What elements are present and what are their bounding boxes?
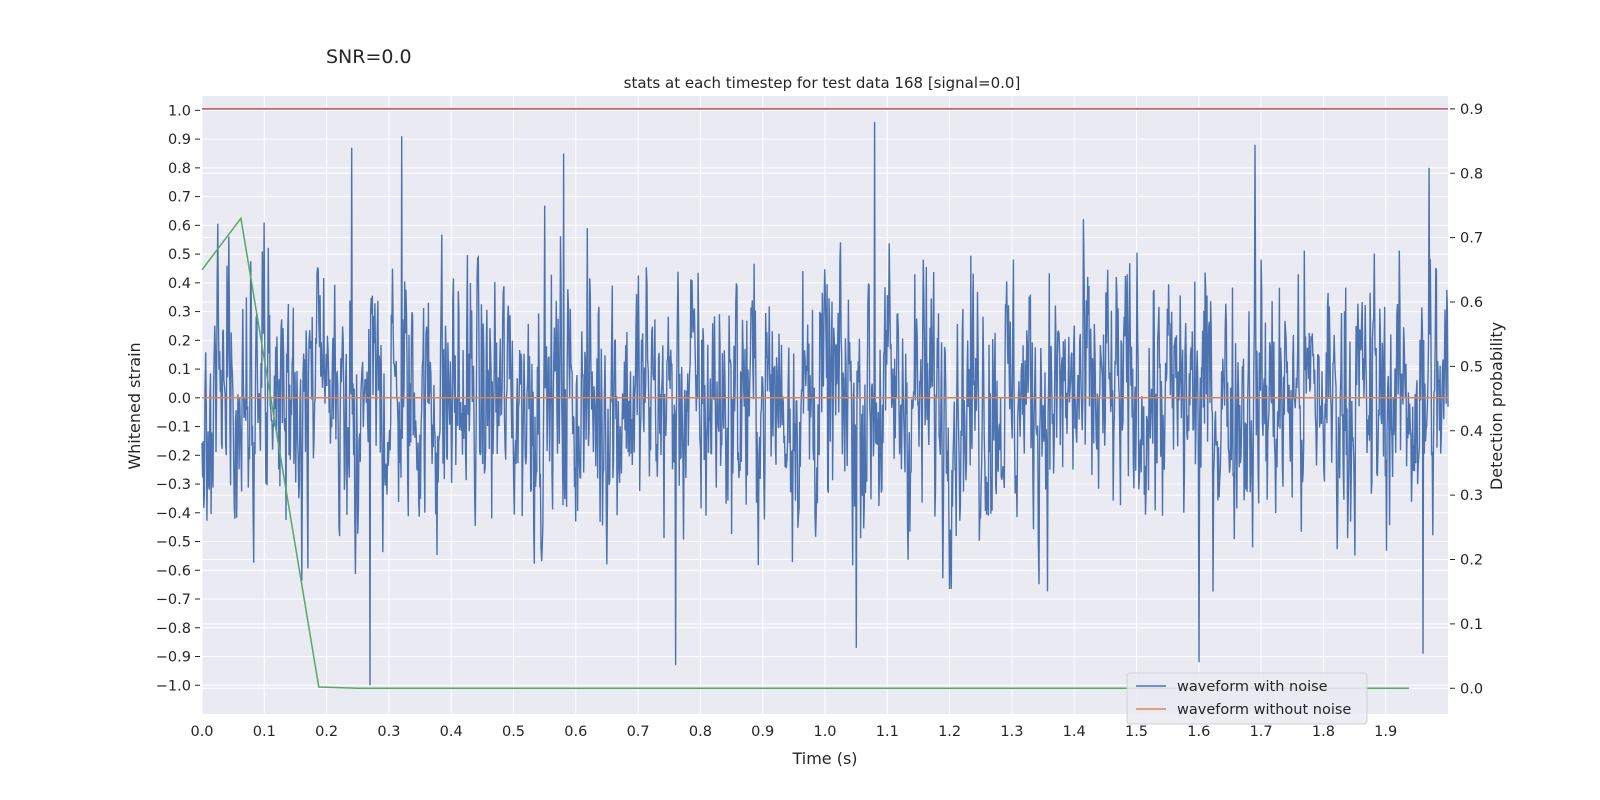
x-tick-label: 0.8 [689,724,712,740]
x-tick-label: 0.6 [564,724,587,740]
y-tick-label: 0.1 [168,362,191,378]
y-tick-label: −0.2 [156,448,191,464]
y-tick-label: 0.9 [168,132,191,148]
y-tick-label: −0.7 [156,592,191,608]
y-tick-label: −1.0 [156,678,191,694]
y-tick-label: 0.3 [168,305,191,321]
x-tick-label: 0.9 [751,724,774,740]
y-tick-label: 0.8 [168,161,191,177]
x-tick-label: 1.6 [1187,724,1210,740]
x-axis-label: Time (s) [791,749,857,768]
x-tick-label: 1.8 [1312,724,1335,740]
legend-label-noise: waveform with noise [1177,679,1328,695]
y-axis-left-ticks: 1.0 0.9 0.8 0.7 0.6 0.5 0.4 0.3 0.2 0.1 0.0 −0.1 −0.… [156,103,200,694]
y-tick-label: 0.0 [168,391,191,407]
x-tick-label: 1.3 [1000,724,1023,740]
y-axis-label: Whitened strain [125,342,144,469]
x-tick-label: 0.1 [253,724,276,740]
x-tick-label: 1.4 [1063,724,1086,740]
chart-title: stats at each timestep for test data 168… [624,74,1021,92]
y-right-tick-label: 0.1 [1460,617,1483,633]
x-tick-label: 0.5 [502,724,525,740]
y-axis-right-label: Detection probability [1487,322,1506,490]
y-tick-label: −0.1 [156,420,191,436]
y-tick-label: −0.8 [156,621,191,637]
y-right-tick-label: 0.0 [1460,681,1483,697]
legend-label-clean: waveform without noise [1177,702,1351,718]
x-tick-label: 1.1 [876,724,899,740]
y-axis-right-ticks: 0.9 0.8 0.7 0.6 0.5 0.4 0.3 0.2 0.1 0.0 [1450,102,1483,697]
y-right-tick-label: 0.2 [1460,553,1483,569]
x-tick-label: 0.4 [440,724,463,740]
y-tick-label: −0.6 [156,563,191,579]
y-tick-label: 0.7 [168,190,191,206]
x-tick-label: 0.0 [190,724,213,740]
y-tick-label: 0.6 [168,218,191,234]
x-axis-ticks: 0.0 0.1 0.2 0.3 0.4 0.5 0.6 0.7 0.8 0.9 1.0 1.1 1.2 1… [190,724,1397,740]
y-tick-label: −0.3 [156,477,191,493]
x-tick-label: 1.0 [813,724,836,740]
x-tick-label: 1.5 [1125,724,1148,740]
legend-box [1126,672,1368,725]
snr-title: SNR=0.0 [326,46,412,68]
x-tick-label: 1.7 [1250,724,1273,740]
y-right-tick-label: 0.5 [1460,359,1483,375]
y-right-tick-label: 0.9 [1460,102,1483,118]
y-right-tick-label: 0.8 [1460,166,1483,182]
y-tick-label: 0.2 [168,333,191,349]
y-tick-label: −0.4 [156,506,191,522]
y-tick-label: −0.9 [156,650,191,666]
series-waveform-with-noise [201,121,1449,686]
x-tick-label: 0.7 [627,724,650,740]
y-right-tick-label: 0.7 [1460,231,1483,247]
x-tick-label: 0.3 [377,724,400,740]
legend: waveform with noise waveform without noi… [1126,672,1368,725]
y-right-tick-label: 0.3 [1460,488,1483,504]
y-tick-label: −0.5 [156,535,191,551]
x-tick-label: 1.2 [938,724,961,740]
y-right-tick-label: 0.4 [1460,424,1483,440]
x-tick-label: 1.9 [1374,724,1397,740]
y-right-tick-label: 0.6 [1460,295,1483,311]
y-tick-label: 0.4 [168,276,191,292]
x-tick-label: 0.2 [315,724,338,740]
y-tick-label: 1.0 [168,103,191,119]
series-layer [201,108,1449,690]
series-detection-probability [201,216,1410,690]
y-tick-label: 0.5 [168,247,191,263]
